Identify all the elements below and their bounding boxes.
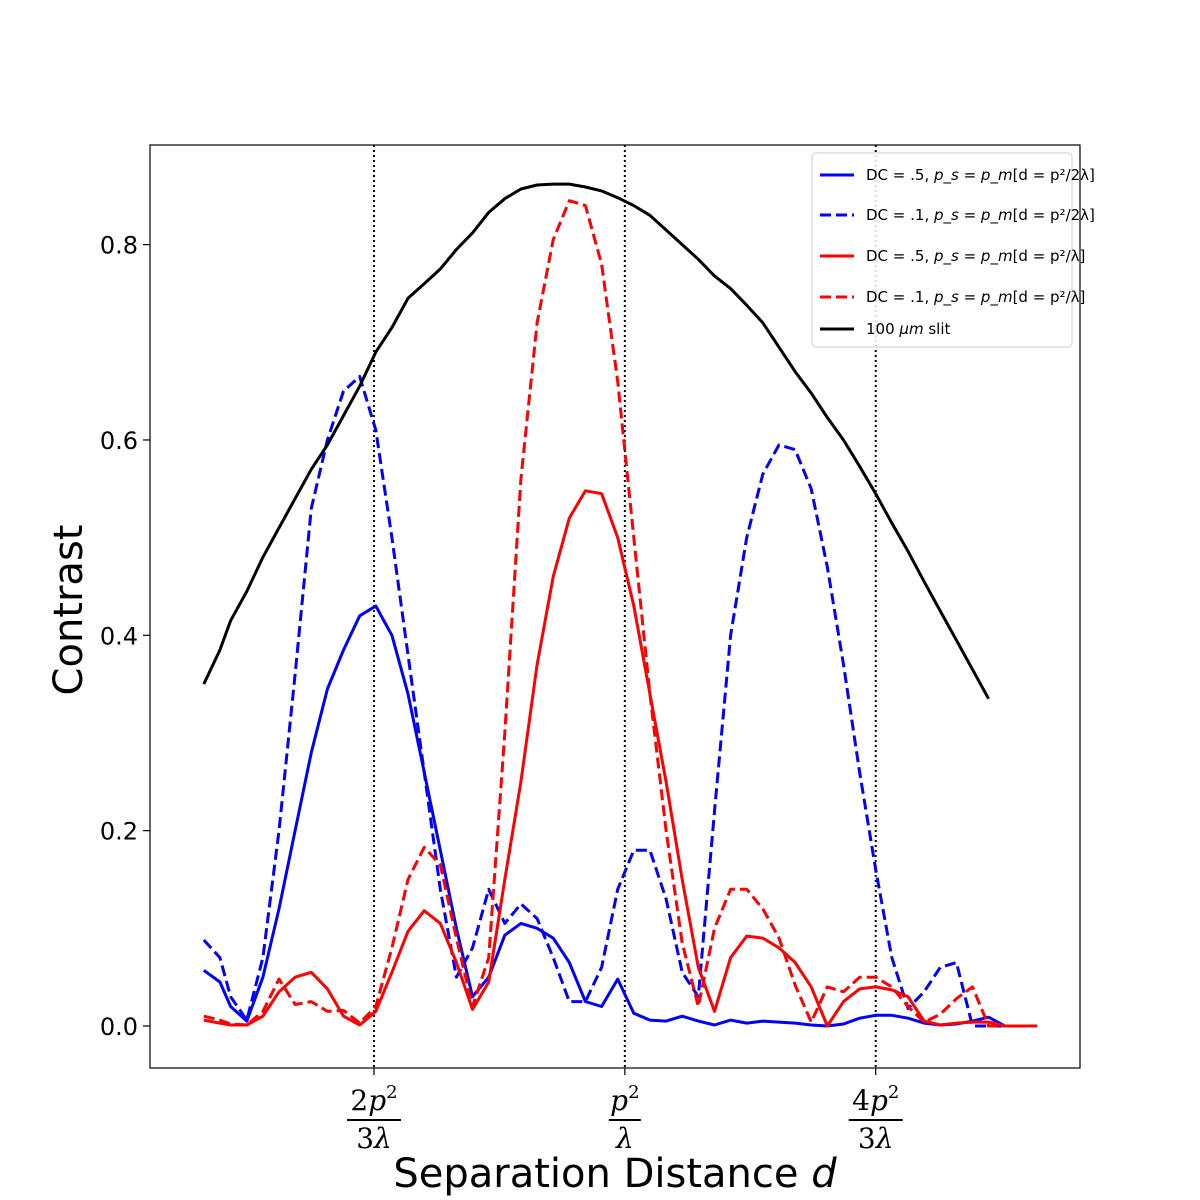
x-tick-denominator-0: 3λ [356,1122,392,1155]
legend-label-0: DC = .5, p_s = p_m[d = p²/2λ] [866,166,1095,185]
x-tick-numerator-1: p2 [610,1082,639,1117]
series-line-3 [203,199,1037,1028]
y-tick-label-0: 0.0 [100,1013,138,1041]
plot-frame [149,144,1081,1069]
x-axis-label-text: Separation Distance [393,1151,798,1197]
series-layer [202,182,1037,1028]
legend-label-4: 100 μm slit [866,320,950,338]
series-line-1 [202,375,1037,1028]
x-tick-numerator-0: 2p2 [350,1082,397,1117]
legend-label-2: DC = .5, p_s = p_m[d = p²/λ] [866,247,1085,266]
legend-label-1: DC = .1, p_s = p_m[d = p²/2λ] [866,206,1095,225]
y-axis: 0.0 0.2 0.4 0.6 0.8 [100,232,150,1041]
y-axis-label: Contrast [46,525,92,696]
legend: DC = .5, p_s = p_m[d = p²/2λ] DC = .1, p_… [811,152,1095,348]
x-axis-label: Separation Distance d [393,1151,837,1197]
y-tick-label-2: 0.4 [100,622,138,650]
x-tick-denominator-1: λ [615,1122,634,1155]
x-axis-label-var: d [811,1151,837,1197]
legend-label-3: DC = .1, p_s = p_m[d = p²/λ] [866,288,1085,307]
x-tick-label-1: p2 λ [608,1082,641,1155]
y-tick-label-3: 0.6 [100,427,138,455]
series-line-0 [202,604,1021,1028]
x-tick-numerator-2: 4p2 [852,1082,899,1117]
legend-box [811,152,1073,348]
y-tick-label-1: 0.2 [100,818,138,846]
y-tick-label-4: 0.8 [100,232,138,260]
series-line-4 [202,182,990,700]
x-tick-denominator-2: 3λ [858,1122,894,1155]
